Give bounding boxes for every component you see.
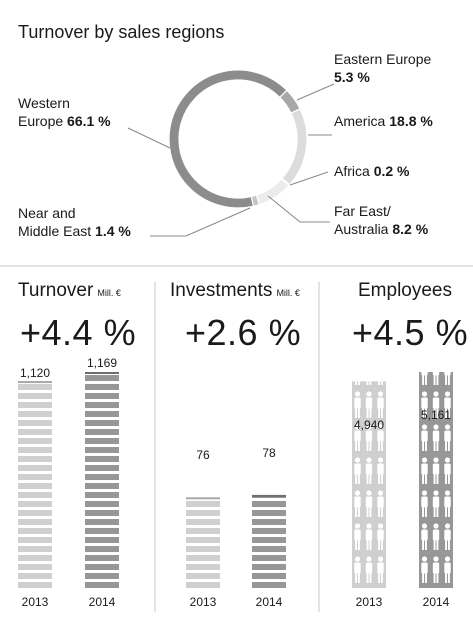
employee-icon (354, 457, 361, 484)
employee-icon (354, 391, 361, 418)
employees-change: +4.5 % (352, 312, 469, 353)
employee-icon (354, 490, 361, 517)
employees-bar-2014 (419, 372, 453, 588)
investments-value-2013: 76 (196, 448, 210, 462)
slice-western-europe (168, 69, 288, 209)
employee-icon (365, 457, 373, 484)
turnover-value-2014: 1,169 (86, 356, 118, 370)
label-near-middle-east: Near and Middle East 1.4 % (18, 205, 131, 239)
employee-icon (432, 490, 440, 517)
employee-icon (421, 490, 428, 517)
turnover-bar-2013 (18, 381, 52, 588)
employee-icon (444, 490, 451, 517)
label-western-europe: Western Europe 66.1 % (18, 95, 111, 129)
employee-icon (377, 457, 384, 484)
leader-western-europe (127, 127, 171, 149)
leader-near-middle-east (150, 207, 251, 237)
employee-icon (432, 556, 440, 583)
investments-header: Investments Mill. € (170, 280, 300, 301)
pie-title: Turnover by sales regions (18, 22, 225, 42)
employee-icon (365, 490, 373, 517)
employee-icon (354, 424, 361, 451)
investments-year-2013: 2013 (189, 595, 217, 609)
employee-icon (421, 372, 428, 385)
employee-icon (421, 556, 428, 583)
investments-year-2014: 2014 (255, 595, 283, 609)
employees-value-2013: 4,940 (353, 418, 385, 432)
employee-icon (421, 424, 428, 451)
employee-icon (377, 556, 384, 583)
employees-header: Employees (358, 280, 452, 301)
employee-icon (365, 424, 373, 451)
employee-icon (432, 523, 440, 550)
bar-charts (18, 372, 453, 588)
employee-icon (355, 381, 360, 385)
employee-icon (377, 523, 384, 550)
employee-icon (377, 424, 384, 451)
investments-bar-2013 (186, 497, 220, 588)
label-africa: Africa 0.2 % (334, 163, 410, 179)
turnover-header: Turnover Mill. € (18, 280, 121, 301)
employees-value-2014: 5,161 (420, 408, 452, 422)
employee-icon (444, 372, 451, 385)
employee-icon (444, 391, 451, 418)
label-america: America 18.8 % (334, 113, 433, 129)
label-eastern-europe: Eastern Europe 5.3 % (334, 51, 432, 85)
leader-lines (127, 83, 335, 237)
employee-icon (354, 556, 361, 583)
employee-icon (432, 391, 440, 418)
investments-value-2014: 78 (262, 446, 276, 460)
turnover-year-2013: 2013 (21, 595, 49, 609)
employee-icon (377, 490, 384, 517)
employee-icon (432, 457, 440, 484)
employee-icon (421, 523, 428, 550)
employees-bar-2013 (352, 381, 386, 588)
employees-year-2013: 2013 (355, 595, 383, 609)
employee-icon (365, 523, 373, 550)
label-far-east: Far East/ Australia 8.2 % (334, 203, 429, 237)
leader-far-east (267, 195, 330, 223)
leader-eastern-europe (296, 83, 335, 101)
turnover-value-2013: 1,120 (19, 366, 51, 380)
employee-icon (421, 457, 428, 484)
turnover-bar-2014 (85, 372, 119, 588)
employee-icon (444, 457, 451, 484)
pie-chart (168, 69, 308, 209)
employee-icon (421, 391, 428, 418)
slice-far-east-australia (255, 177, 290, 206)
employee-icon (377, 391, 384, 418)
employee-icon (444, 523, 451, 550)
employee-icon (432, 372, 440, 385)
employee-icon (366, 381, 372, 385)
employee-icon (365, 391, 373, 418)
employee-icon (365, 556, 373, 583)
employee-icon (378, 381, 383, 385)
employee-icon (444, 424, 451, 451)
slice-america (281, 108, 308, 186)
turnover-change: +4.4 % (20, 312, 137, 353)
employee-icon (354, 523, 361, 550)
investments-bar-2014 (252, 494, 286, 588)
employees-year-2014: 2014 (422, 595, 450, 609)
turnover-year-2014: 2014 (88, 595, 116, 609)
employee-icon (444, 556, 451, 583)
investments-change: +2.6 % (185, 312, 302, 353)
employee-icon (432, 424, 440, 451)
leader-africa (289, 171, 329, 186)
